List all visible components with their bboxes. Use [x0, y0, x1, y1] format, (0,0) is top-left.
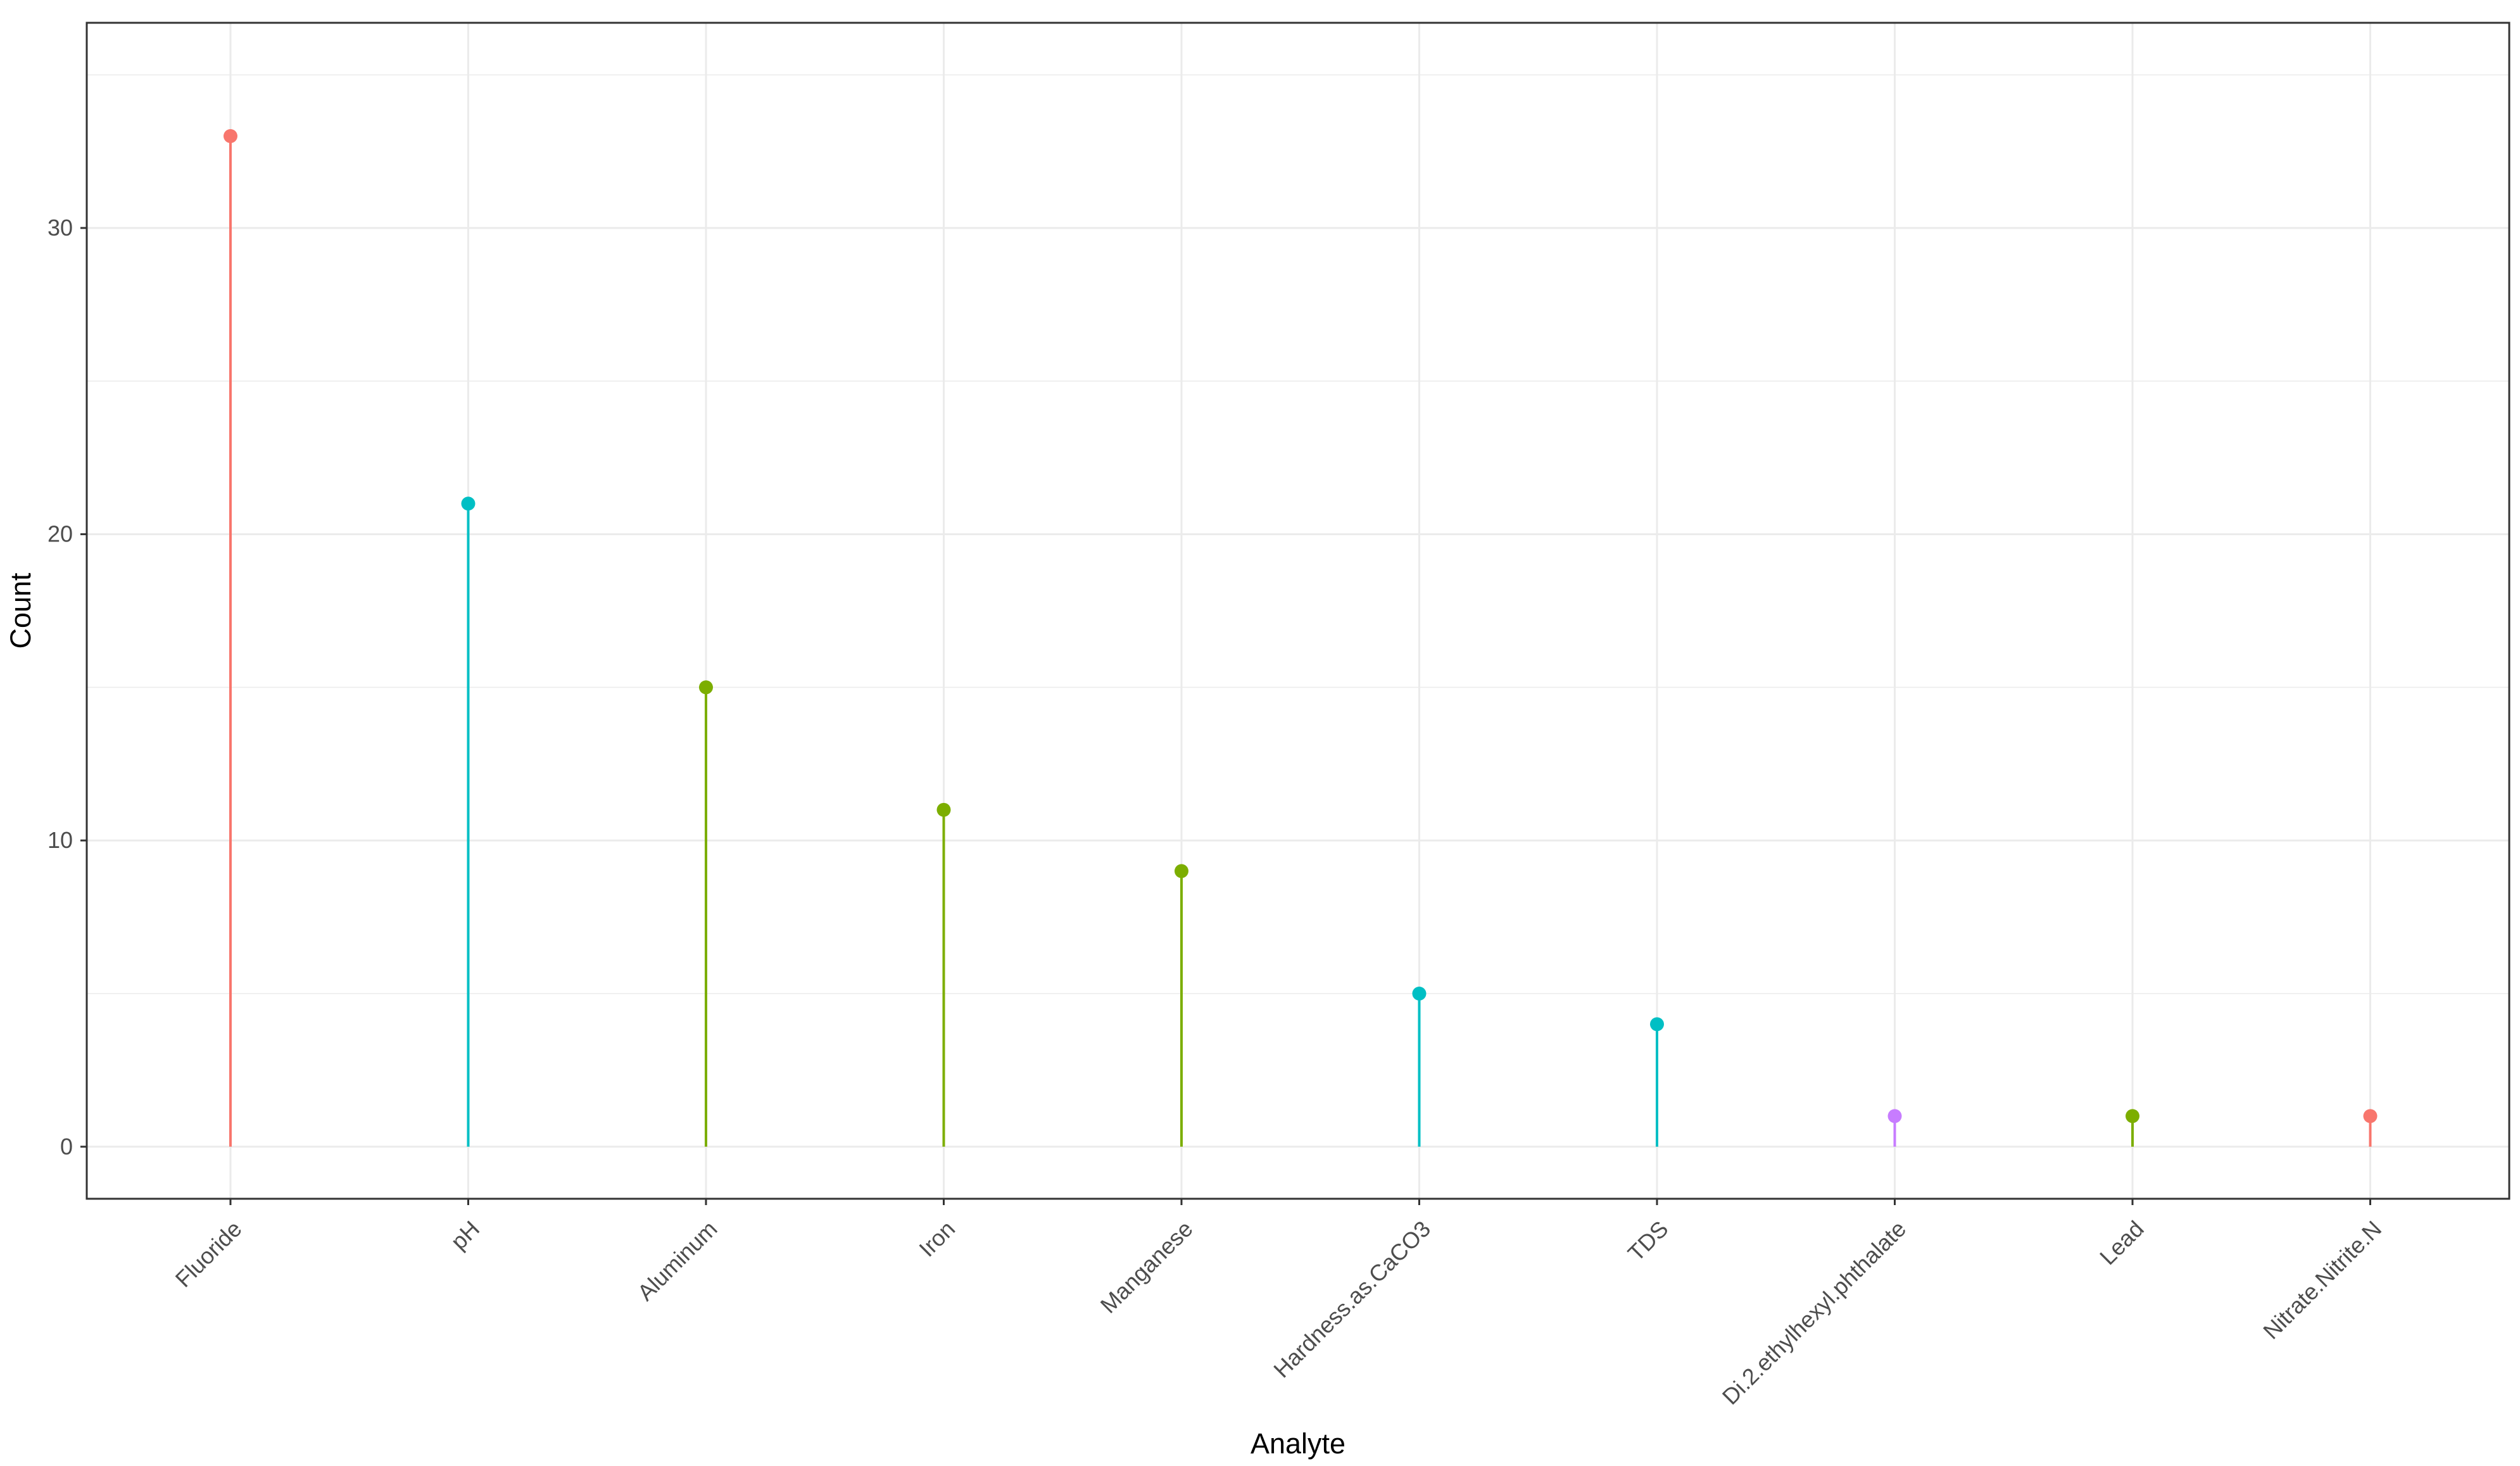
- x-tick-label: Fluoride: [170, 1216, 247, 1292]
- x-tick-label: TDS: [1623, 1216, 1673, 1267]
- x-axis-title: Analyte: [1251, 1427, 1345, 1460]
- x-tick-label: Hardness.as.CaCO3: [1268, 1216, 1435, 1383]
- axes: 0 10 20 30 Fluoride pH Aluminum Iron Manganese Ha…: [47, 215, 2386, 1410]
- data-point: [2363, 1109, 2378, 1123]
- x-tick-label: Lead: [2095, 1216, 2149, 1270]
- y-tick-label: 20: [47, 521, 73, 547]
- y-tick-label: 0: [60, 1134, 73, 1160]
- y-tick-label: 10: [47, 827, 73, 853]
- data-point: [936, 802, 951, 817]
- x-tick-label: Iron: [914, 1216, 960, 1262]
- data-point: [1650, 1017, 1664, 1032]
- data-point: [1412, 986, 1427, 1001]
- data-point: [224, 129, 237, 143]
- panel-border: [85, 22, 2511, 1200]
- x-tick-label: Di.2.ethylhexyl.phthalate: [1717, 1216, 1911, 1410]
- data-point: [461, 496, 476, 511]
- y-tick-label: 30: [47, 215, 73, 241]
- data-point: [2126, 1109, 2139, 1123]
- x-tick-label: Nitrate.Nitrite.N: [2258, 1216, 2386, 1344]
- data-point: [1175, 864, 1188, 878]
- data-point: [699, 680, 713, 695]
- grid-lines: [87, 23, 2509, 1199]
- data-point: [1887, 1109, 1902, 1123]
- x-tick-label: Manganese: [1095, 1216, 1198, 1318]
- data-marks: [224, 129, 2378, 1147]
- y-axis-title: Count: [4, 572, 37, 649]
- x-tick-label: Aluminum: [632, 1216, 722, 1306]
- x-tick-label: pH: [446, 1216, 485, 1255]
